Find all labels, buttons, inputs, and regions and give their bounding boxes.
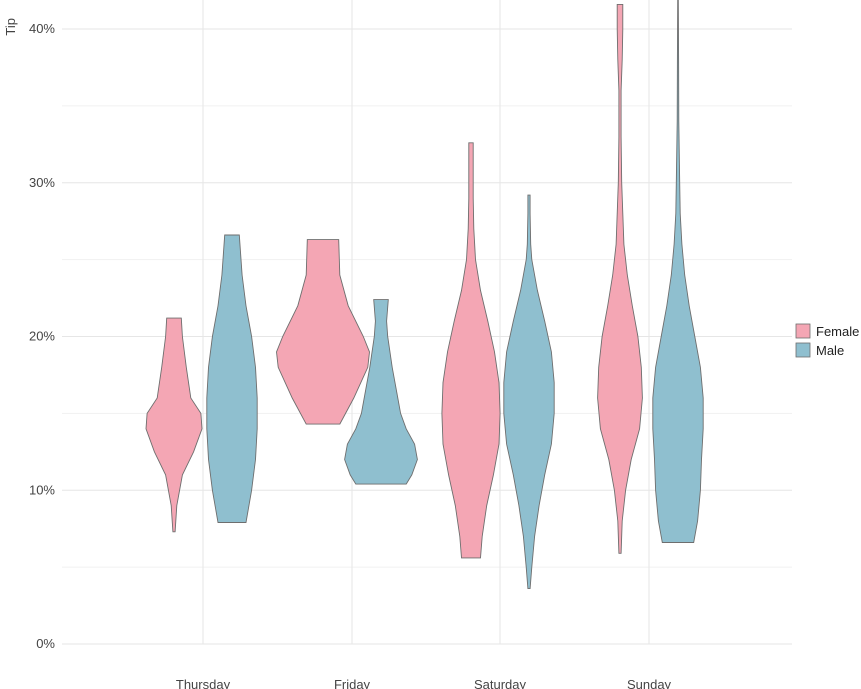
y-tick-label: 40% — [29, 21, 55, 36]
y-tick-label: 10% — [29, 482, 55, 497]
x-tick-label: Sunday — [627, 677, 672, 689]
violin-female-saturday[interactable] — [441, 142, 501, 559]
x-tick-label: Thursday — [176, 677, 231, 689]
violin-female-thursday[interactable] — [145, 317, 203, 533]
y-axis-ticks: 0% 10% 20% 30% 40% — [29, 21, 55, 651]
x-axis-ticks: Thursday Friday Saturday Sunday — [176, 677, 672, 689]
legend-swatch-female[interactable] — [795, 323, 811, 339]
violin-female-friday[interactable] — [276, 239, 370, 425]
violin-male-saturday[interactable] — [503, 194, 555, 590]
y-axis-title: Tip — [3, 18, 18, 36]
legend-swatch-male[interactable] — [795, 342, 811, 358]
y-tick-label: 30% — [29, 175, 55, 190]
legend[interactable]: Female Male — [795, 323, 859, 358]
violin-male-friday[interactable] — [344, 299, 418, 485]
violin-male-sunday[interactable] — [652, 0, 704, 543]
x-tick-label: Saturday — [474, 677, 527, 689]
y-tick-label: 0% — [36, 636, 55, 651]
legend-label-female[interactable]: Female — [816, 324, 859, 339]
grid-lines — [62, 0, 792, 645]
violin-male-thursday[interactable] — [206, 234, 258, 523]
x-tick-label: Friday — [334, 677, 371, 689]
violin-female-sunday[interactable] — [597, 3, 643, 554]
y-tick-label: 20% — [29, 329, 55, 344]
violins-layer — [145, 0, 704, 590]
legend-label-male[interactable]: Male — [816, 343, 844, 358]
